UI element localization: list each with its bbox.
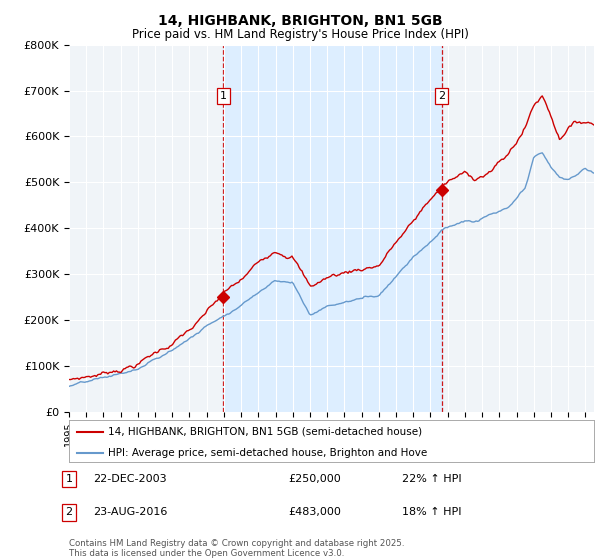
Text: Price paid vs. HM Land Registry's House Price Index (HPI): Price paid vs. HM Land Registry's House … (131, 28, 469, 41)
Text: 1: 1 (65, 474, 73, 484)
Text: 14, HIGHBANK, BRIGHTON, BN1 5GB (semi-detached house): 14, HIGHBANK, BRIGHTON, BN1 5GB (semi-de… (109, 427, 422, 437)
Text: 18% ↑ HPI: 18% ↑ HPI (402, 507, 461, 517)
Bar (223, 45, 442, 412)
Text: £250,000: £250,000 (288, 474, 341, 484)
Text: Contains HM Land Registry data © Crown copyright and database right 2025.
This d: Contains HM Land Registry data © Crown c… (69, 539, 404, 558)
Text: 14, HIGHBANK, BRIGHTON, BN1 5GB: 14, HIGHBANK, BRIGHTON, BN1 5GB (158, 14, 442, 28)
Text: 1: 1 (220, 91, 227, 101)
Text: 2: 2 (438, 91, 445, 101)
Text: 22% ↑ HPI: 22% ↑ HPI (402, 474, 461, 484)
Text: 23-AUG-2016: 23-AUG-2016 (93, 507, 167, 517)
Text: 22-DEC-2003: 22-DEC-2003 (93, 474, 167, 484)
Text: £483,000: £483,000 (288, 507, 341, 517)
Text: 2: 2 (65, 507, 73, 517)
Text: HPI: Average price, semi-detached house, Brighton and Hove: HPI: Average price, semi-detached house,… (109, 448, 428, 458)
